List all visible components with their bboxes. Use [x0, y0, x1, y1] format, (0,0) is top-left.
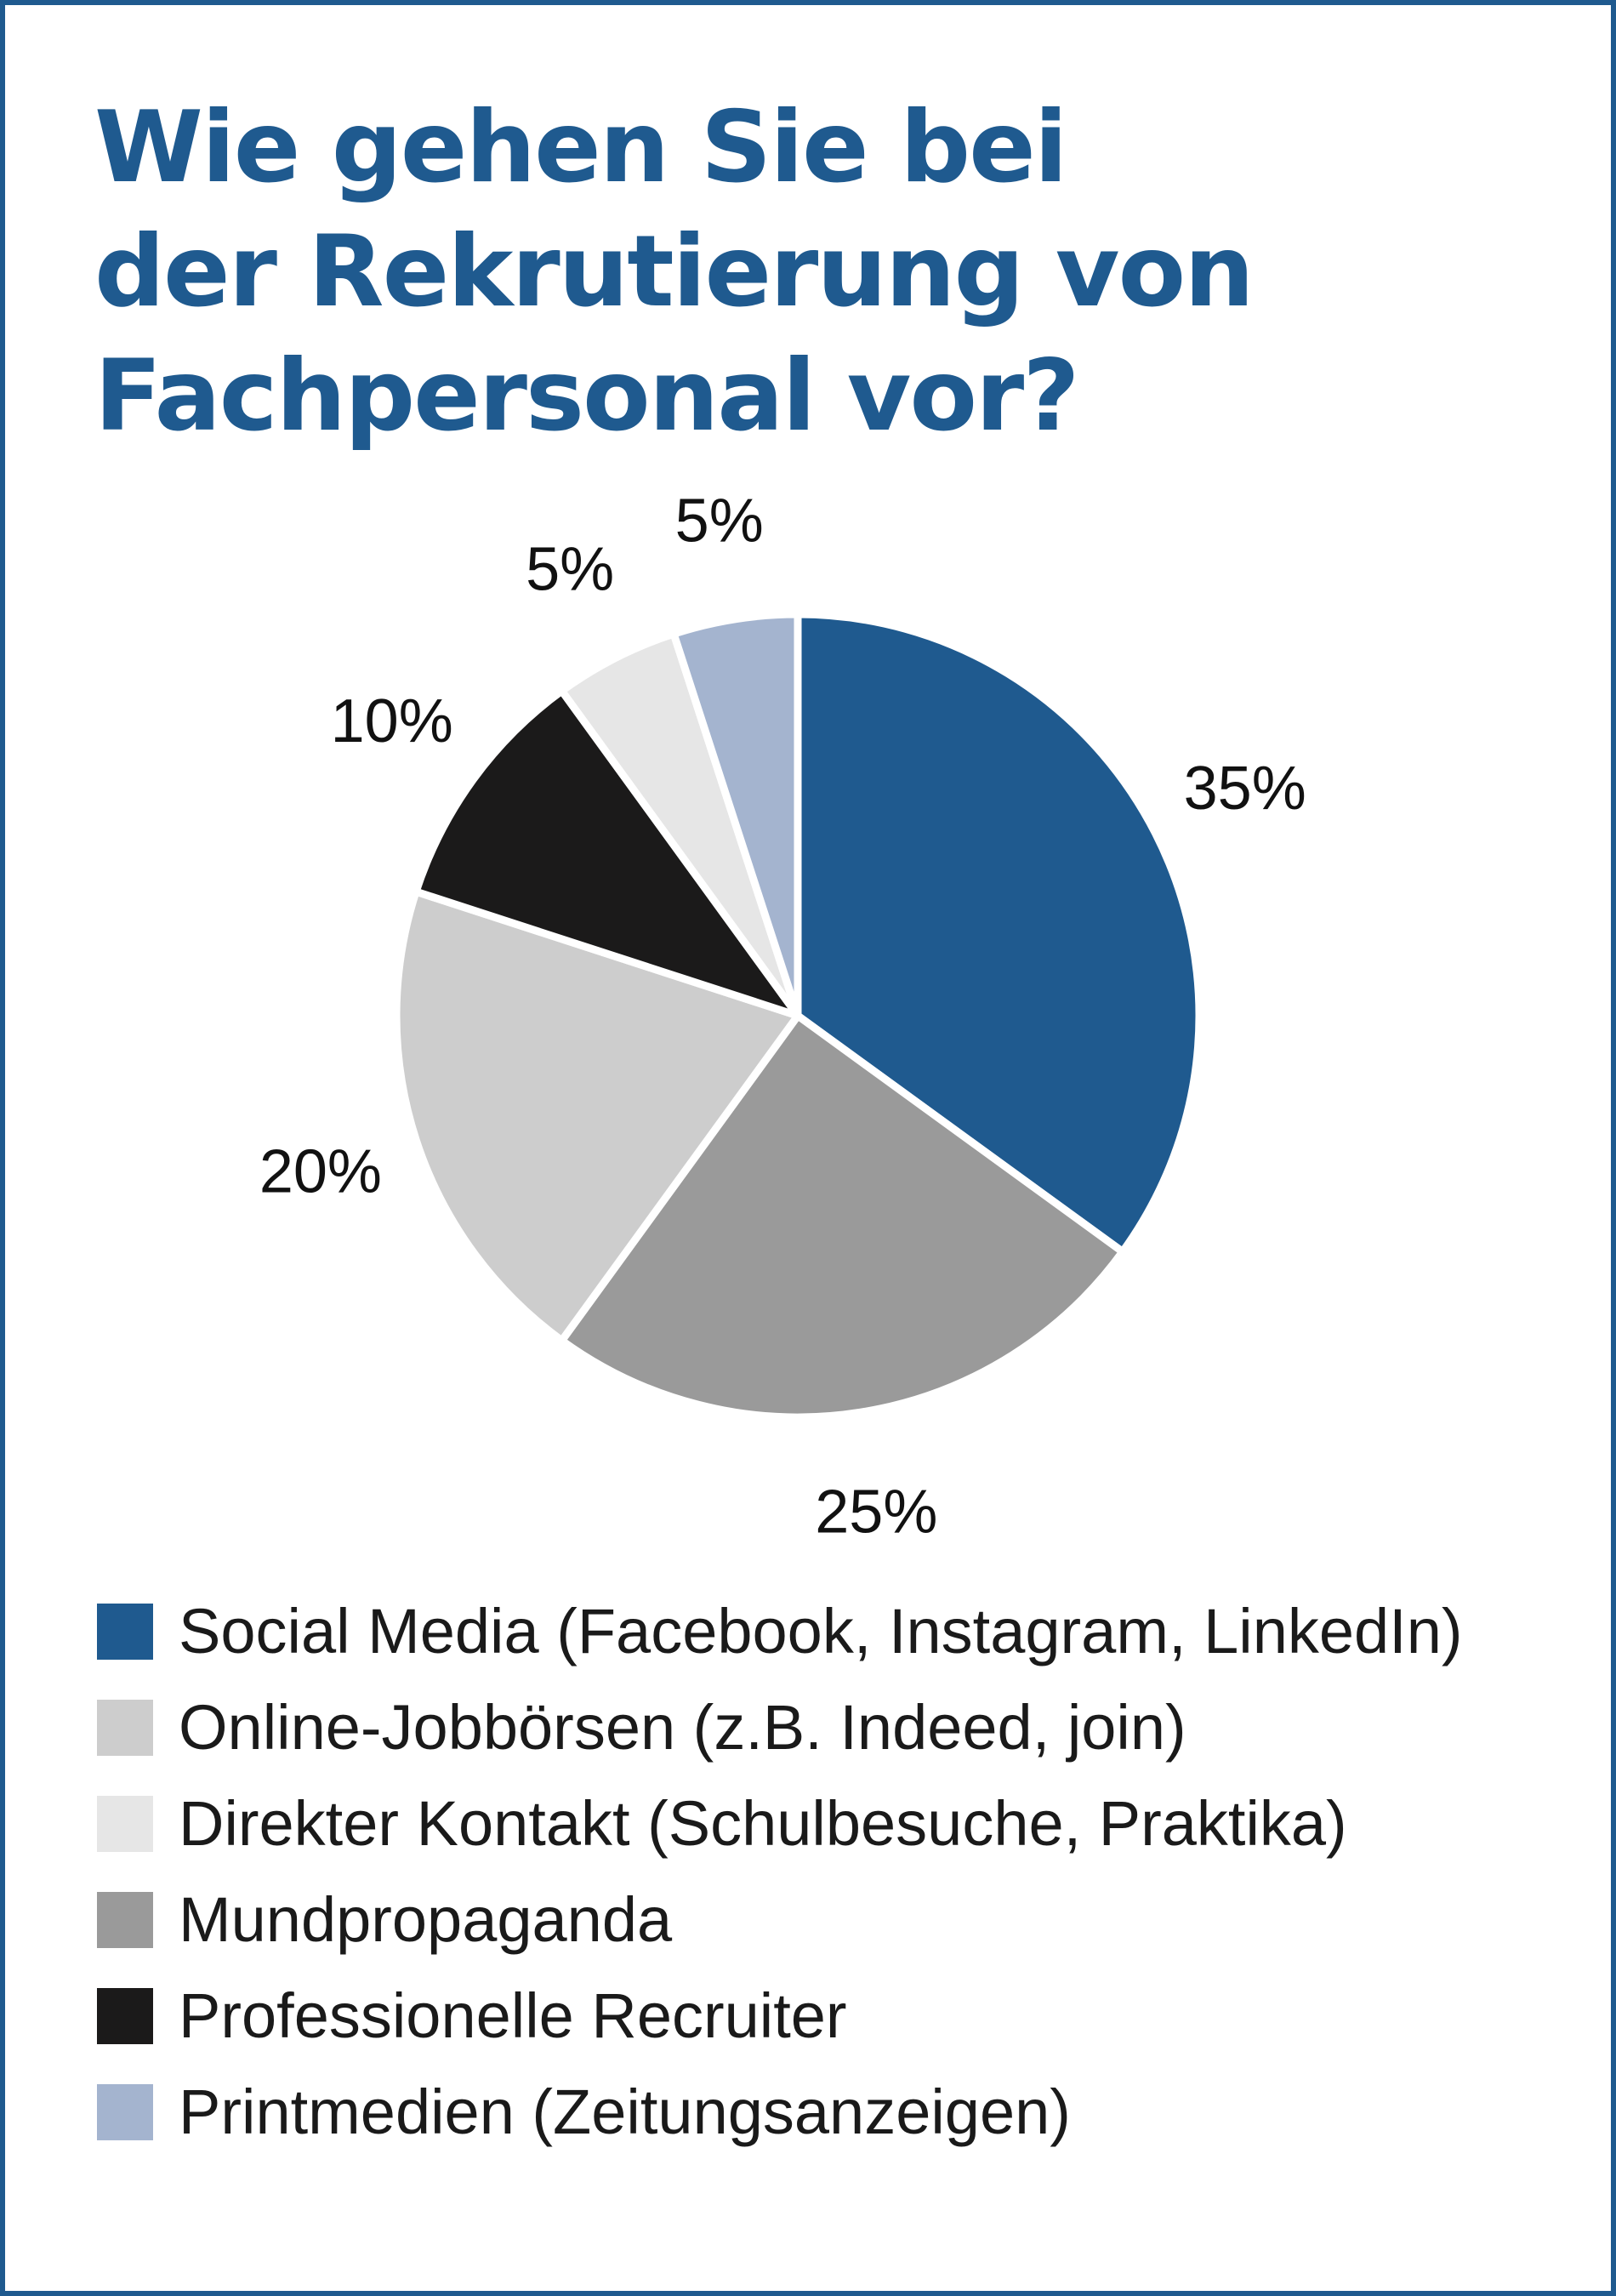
pie-slice-printmedien	[669, 610, 802, 1020]
pie-chart: 35% 25% 20% 10% 5% 5%	[259, 487, 1306, 1536]
pie-slice-social-media	[794, 610, 1203, 1256]
legend-label-printmedien: Printmedien (Zeitungsanzeigen)	[179, 2077, 1071, 2147]
pie-label-social-media: 35%	[1184, 755, 1306, 823]
title-line-2: der Rekrutierung von	[94, 214, 1255, 329]
legend-item-social-media: Social Media (Facebook, Instagram, Linke…	[97, 1583, 1463, 1679]
legend-item-professionelle-recruiter: Professionelle Recruiter	[97, 1968, 1463, 2064]
legend-label-mundpropaganda: Mundpropaganda	[179, 1884, 673, 1955]
legend-item-online-jobboersen: Online-Jobbörsen (z.B. Indeed, join)	[97, 1679, 1463, 1775]
legend-label-direkter-kontakt: Direkter Kontakt (Schulbesuche, Praktika…	[179, 1788, 1347, 1859]
legend-item-direkter-kontakt: Direkter Kontakt (Schulbesuche, Praktika…	[97, 1775, 1463, 1872]
legend-swatch-online-jobboersen	[97, 1699, 153, 1756]
pie-slice-professionelle-recruiter	[412, 687, 802, 1020]
pie-label-direkter-kontakt: 5%	[526, 535, 614, 603]
pie-label-mundpropaganda: 25%	[815, 1478, 937, 1536]
pie-slice-mundpropaganda	[558, 1011, 1127, 1421]
legend-label-social-media: Social Media (Facebook, Instagram, Linke…	[179, 1596, 1463, 1666]
title-line-3: Fachpersonal vor?	[94, 339, 1080, 453]
pie-label-professionelle-recruiter: 10%	[331, 687, 453, 755]
pie-label-online-jobboersen: 20%	[259, 1137, 382, 1205]
legend-swatch-professionelle-recruiter	[97, 1987, 153, 2044]
legend-swatch-social-media	[97, 1603, 153, 1660]
legend-swatch-mundpropaganda	[97, 1891, 153, 1948]
legend-item-printmedien: Printmedien (Zeitungsanzeigen)	[97, 2064, 1463, 2160]
pie-slice-online-jobboersen	[392, 887, 802, 1345]
title-line-1: Wie gehen Sie bei	[94, 90, 1068, 205]
legend-item-mundpropaganda: Mundpropaganda	[97, 1872, 1463, 1968]
chart-title: Wie gehen Sie bei der Rekrutierung von F…	[94, 86, 1370, 459]
legend: Social Media (Facebook, Instagram, Linke…	[97, 1583, 1463, 2160]
legend-swatch-printmedien	[97, 2083, 153, 2140]
legend-swatch-direkter-kontakt	[97, 1795, 153, 1852]
pie-label-printmedien: 5%	[675, 487, 764, 555]
legend-label-online-jobboersen: Online-Jobbörsen (z.B. Indeed, join)	[179, 1692, 1186, 1763]
legend-label-professionelle-recruiter: Professionelle Recruiter	[179, 1980, 847, 2051]
